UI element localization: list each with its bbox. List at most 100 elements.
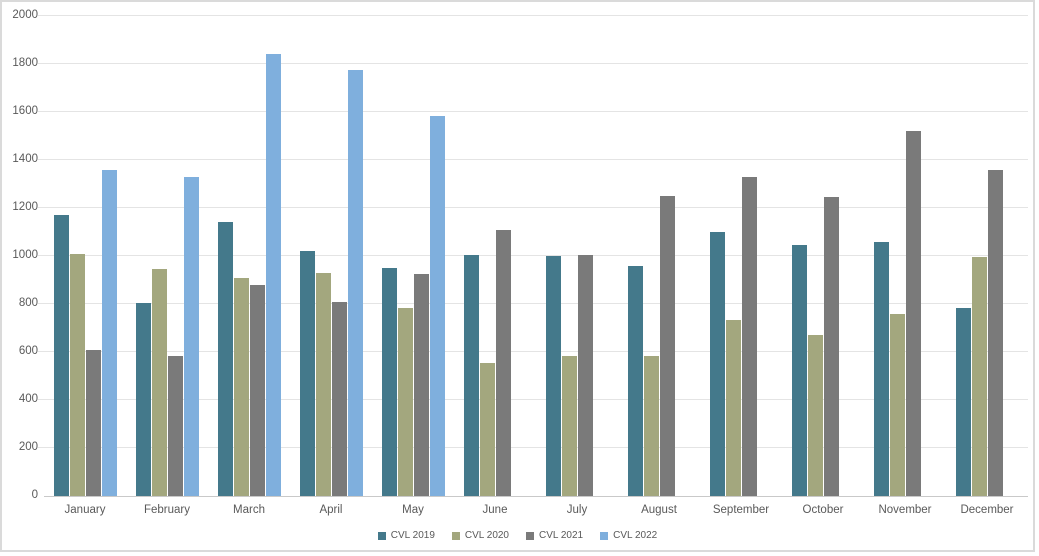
y-tick-label: 1400 xyxy=(12,153,38,165)
bar-cvl-2019-june[interactable] xyxy=(463,254,479,496)
x-tick-label-january: January xyxy=(64,504,106,516)
legend-swatch-icon xyxy=(600,531,609,540)
bar-group-december xyxy=(946,16,1028,496)
y-tick-label: 2000 xyxy=(12,9,38,21)
bar-cvl-2019-april[interactable] xyxy=(299,251,315,496)
x-tick-label-august: August xyxy=(641,504,677,516)
gridline xyxy=(38,303,1028,304)
bar-cvl-2021-june[interactable] xyxy=(495,229,511,496)
bar-cvl-2021-april[interactable] xyxy=(331,301,347,496)
bar-cvl-2021-july[interactable] xyxy=(577,254,593,496)
gridline xyxy=(38,351,1028,352)
bar-group-august xyxy=(618,16,700,496)
y-tick-label: 1600 xyxy=(12,105,38,117)
bar-cvl-2019-july[interactable] xyxy=(545,256,561,496)
legend-swatch-icon xyxy=(451,531,460,540)
plot-area xyxy=(38,15,1028,497)
bar-cvl-2021-may[interactable] xyxy=(413,274,429,496)
gridline xyxy=(38,447,1028,448)
y-tick-label: 1800 xyxy=(12,57,38,69)
legend-item-cvl-2019[interactable]: CVL 2019 xyxy=(377,530,435,541)
legend: CVL 2019 CVL 2020 CVL 2021 CVL 2022 xyxy=(2,530,1033,541)
bar-cvl-2020-august[interactable] xyxy=(643,355,659,496)
bar-cvl-2021-november[interactable] xyxy=(905,131,921,496)
y-tick-label: 200 xyxy=(18,441,38,453)
legend-swatch-icon xyxy=(377,531,386,540)
legend-label: CVL 2020 xyxy=(464,530,509,541)
bar-cvl-2022-january[interactable] xyxy=(101,169,117,496)
bar-group-november xyxy=(864,16,946,496)
bar-group-may xyxy=(372,16,454,496)
x-axis: January February March April May June July Augu… xyxy=(44,504,1028,520)
bar-cvl-2021-february[interactable] xyxy=(167,355,183,496)
gridline xyxy=(38,399,1028,400)
bar-cvl-2019-may[interactable] xyxy=(381,268,397,496)
bar-cvl-2022-april[interactable] xyxy=(347,70,363,496)
bar-cvl-2020-february[interactable] xyxy=(151,269,167,496)
x-tick-label-october: October xyxy=(802,504,844,516)
y-tick-label: 1000 xyxy=(12,249,38,261)
x-tick-label-december: December xyxy=(960,504,1014,516)
bar-cvl-2020-may[interactable] xyxy=(397,307,413,496)
bar-group-march xyxy=(208,16,290,496)
bar-cvl-2020-june[interactable] xyxy=(479,362,495,496)
bar-cvl-2021-january[interactable] xyxy=(85,349,101,496)
bar-cvl-2020-march[interactable] xyxy=(233,277,249,496)
bar-group-july xyxy=(536,16,618,496)
gridline xyxy=(38,207,1028,208)
bar-group-october xyxy=(782,16,864,496)
y-tick-label: 800 xyxy=(18,297,38,309)
x-tick-label-november: November xyxy=(878,504,932,516)
bar-cvl-2021-august[interactable] xyxy=(659,196,675,496)
bar-cvl-2020-november[interactable] xyxy=(889,313,905,496)
bar-cvl-2022-may[interactable] xyxy=(429,115,445,496)
bar-cvl-2022-march[interactable] xyxy=(265,54,281,496)
legend-item-cvl-2020[interactable]: CVL 2020 xyxy=(451,530,509,541)
y-tick-label: 0 xyxy=(31,489,38,501)
legend-label: CVL 2019 xyxy=(390,530,435,541)
y-tick-label: 600 xyxy=(18,345,38,357)
x-tick-label-march: March xyxy=(233,504,265,516)
x-tick-label-april: April xyxy=(319,504,343,516)
bar-cvl-2019-november[interactable] xyxy=(873,241,889,496)
y-tick-label: 400 xyxy=(18,393,38,405)
bar-cvl-2021-september[interactable] xyxy=(741,176,757,496)
bar-group-january xyxy=(44,16,126,496)
gridline xyxy=(38,15,1028,16)
bar-cvl-2019-january[interactable] xyxy=(53,215,69,496)
y-tick-label: 1200 xyxy=(12,201,38,213)
bar-cvl-2019-march[interactable] xyxy=(217,222,233,496)
gridline xyxy=(38,159,1028,160)
bar-cvl-2020-september[interactable] xyxy=(725,319,741,496)
x-tick-label-february: February xyxy=(143,504,191,516)
bar-cvl-2019-december[interactable] xyxy=(955,307,971,496)
legend-swatch-icon xyxy=(526,531,534,540)
bar-cvl-2019-august[interactable] xyxy=(627,265,643,496)
bar-cvl-2019-october[interactable] xyxy=(791,245,807,496)
bar-cvl-2020-january[interactable] xyxy=(69,253,85,496)
gridline xyxy=(38,111,1028,112)
x-tick-label-july: July xyxy=(566,504,588,516)
bar-group-june xyxy=(454,16,536,496)
bar-group-september xyxy=(700,16,782,496)
bar-group-april xyxy=(290,16,372,496)
bar-cvl-2019-february[interactable] xyxy=(135,302,151,496)
bar-cvl-2020-december[interactable] xyxy=(971,257,987,496)
bar-cvl-2022-february[interactable] xyxy=(183,176,199,496)
x-tick-label-june: June xyxy=(482,504,508,516)
gridline xyxy=(38,255,1028,256)
bar-cvl-2020-october[interactable] xyxy=(807,335,823,496)
legend-item-cvl-2022[interactable]: CVL 2022 xyxy=(600,530,657,541)
bar-cvl-2020-april[interactable] xyxy=(315,272,331,496)
bar-cvl-2019-september[interactable] xyxy=(709,232,725,496)
bar-cvl-2020-july[interactable] xyxy=(561,355,577,496)
bar-cvl-2021-december[interactable] xyxy=(987,169,1003,496)
legend-label: CVL 2022 xyxy=(613,530,658,541)
x-tick-label-may: May xyxy=(402,504,424,516)
gridline xyxy=(38,63,1028,64)
bar-group-february xyxy=(126,16,208,496)
bar-cvl-2021-october[interactable] xyxy=(823,197,839,496)
legend-item-cvl-2021[interactable]: CVL 2021 xyxy=(526,530,583,541)
bar-cvl-2021-march[interactable] xyxy=(249,284,265,496)
